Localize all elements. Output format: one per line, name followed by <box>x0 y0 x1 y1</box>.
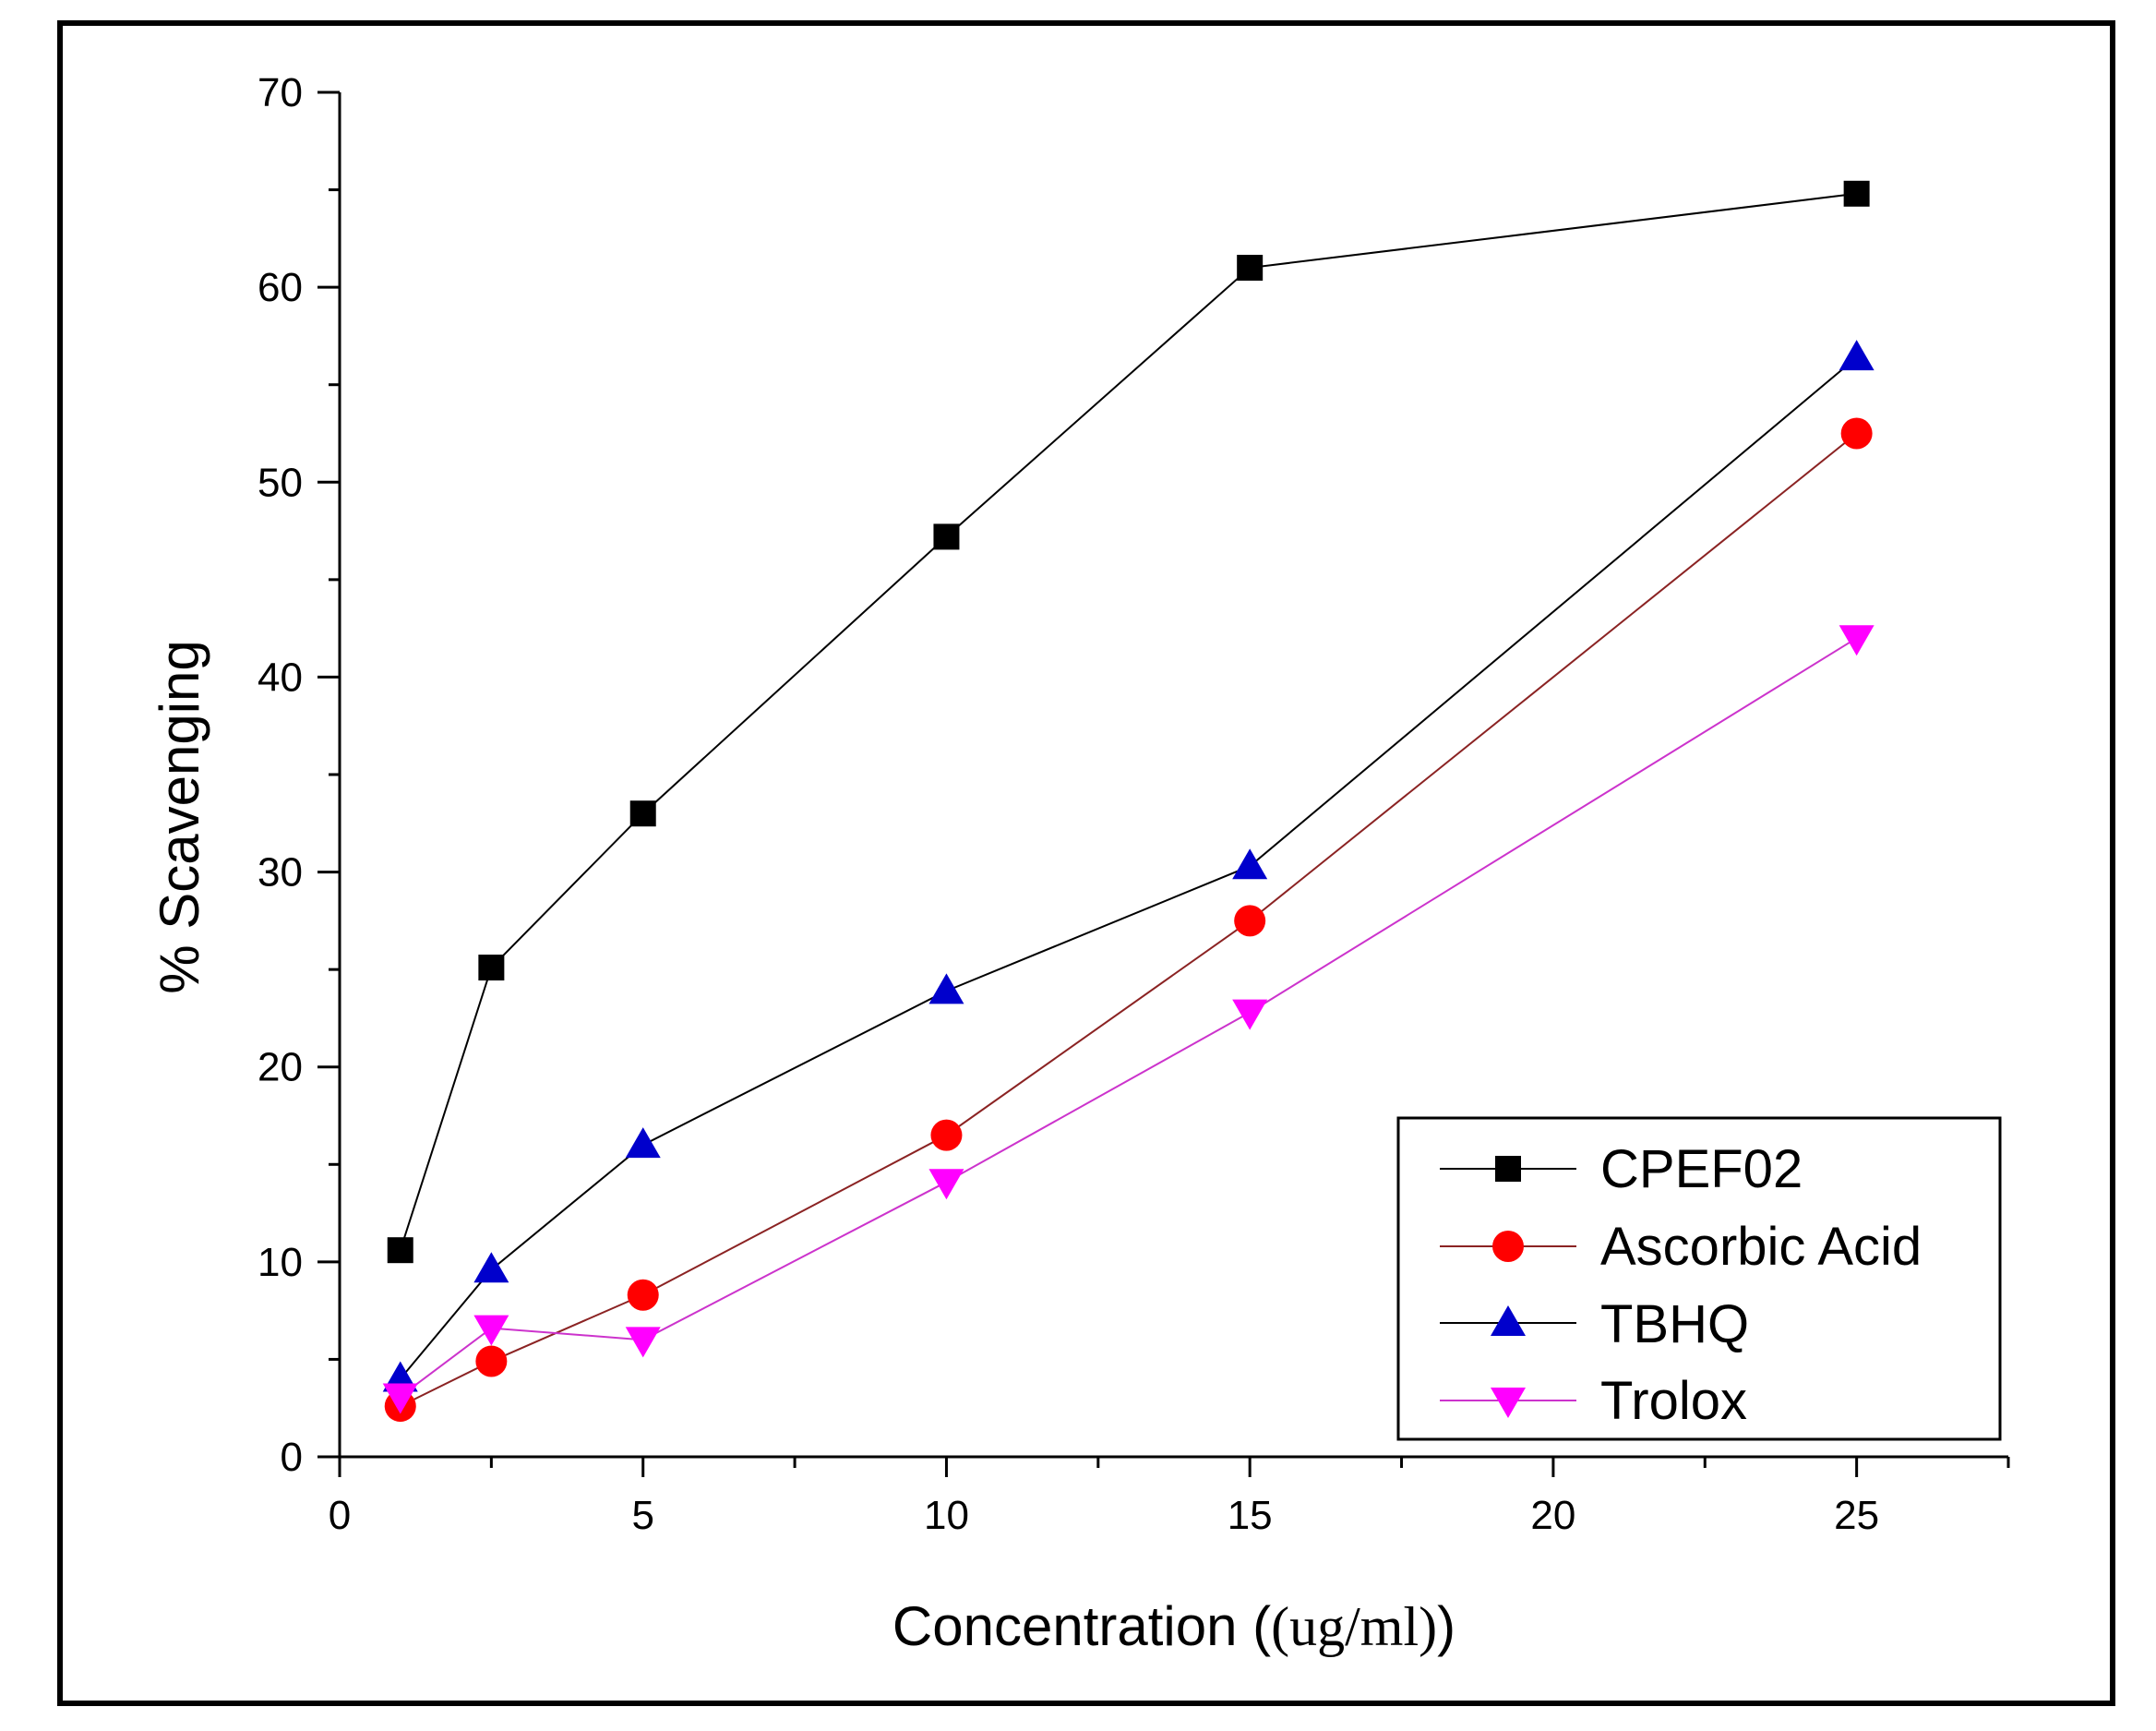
x-tick-label: 10 <box>924 1493 969 1538</box>
y-tick-label: 40 <box>258 655 303 700</box>
series-line <box>399 356 1858 1380</box>
data-point <box>1237 255 1264 282</box>
data-point <box>478 955 505 981</box>
x-axis-title: Concentration ((ug/ml)) <box>892 1595 1455 1657</box>
y-axis-title: % Scavenging <box>149 640 210 994</box>
legend-marker-2 <box>1491 1305 1526 1336</box>
legend-label-3: Trolox <box>1600 1371 1747 1431</box>
legend-marker-0 <box>1495 1156 1521 1182</box>
x-axis-title-suffix: ) <box>1437 1595 1455 1657</box>
data-point <box>928 1169 964 1200</box>
data-point <box>382 1383 418 1414</box>
series-line <box>400 637 1858 1398</box>
x-tick-label: 25 <box>1834 1493 1879 1538</box>
data-point <box>473 1252 509 1283</box>
series-line <box>399 192 1857 1251</box>
legend: CPEF02 Ascorbic Acid TBHQ Trolox <box>1396 1116 2002 1441</box>
legend-label-0: CPEF02 <box>1600 1139 1803 1199</box>
x-axis-title-prefix: Concentration ( <box>892 1595 1271 1657</box>
y-tick-label: 70 <box>258 70 303 115</box>
data-point <box>629 800 656 827</box>
series-3 <box>382 625 1875 1414</box>
series-line <box>400 432 1858 1408</box>
data-point <box>625 1327 661 1358</box>
data-point <box>1839 340 1875 371</box>
legend-label-2: TBHQ <box>1600 1294 1749 1354</box>
y-tick-label: 60 <box>258 265 303 310</box>
legend-marker-1 <box>1492 1231 1524 1262</box>
data-point <box>930 1119 963 1151</box>
x-axis-title-unit: (ug/ml) <box>1271 1596 1437 1657</box>
y-tick-label: 30 <box>258 850 303 896</box>
series-group <box>382 180 1875 1423</box>
x-tick-label: 20 <box>1530 1493 1575 1538</box>
y-tick-label: 10 <box>258 1240 303 1285</box>
y-tick-label: 20 <box>258 1045 303 1090</box>
x-tick-label: 5 <box>631 1493 653 1538</box>
data-point <box>933 523 960 550</box>
axes: 0 5 10 15 20 25 0 10 20 30 40 50 60 70 <box>258 70 2010 1538</box>
data-point <box>625 1127 661 1159</box>
x-tick-label: 15 <box>1228 1493 1273 1538</box>
data-point <box>928 973 964 1004</box>
series-0 <box>387 180 1870 1264</box>
data-point <box>1839 625 1875 656</box>
data-point <box>1840 417 1873 450</box>
series-2 <box>382 340 1875 1392</box>
data-point <box>473 1315 509 1346</box>
data-point <box>1232 999 1268 1030</box>
y-tick-label: 0 <box>281 1435 303 1480</box>
legend-label-1: Ascorbic Acid <box>1600 1217 1922 1277</box>
data-point <box>1232 848 1268 880</box>
x-tick-label: 0 <box>329 1493 351 1538</box>
data-point <box>1843 180 1870 207</box>
legend-marker-3 <box>1491 1388 1526 1418</box>
data-point <box>627 1279 659 1311</box>
data-point <box>1234 905 1266 937</box>
data-point <box>387 1237 413 1264</box>
data-point <box>475 1345 508 1377</box>
y-tick-label: 50 <box>258 460 303 505</box>
